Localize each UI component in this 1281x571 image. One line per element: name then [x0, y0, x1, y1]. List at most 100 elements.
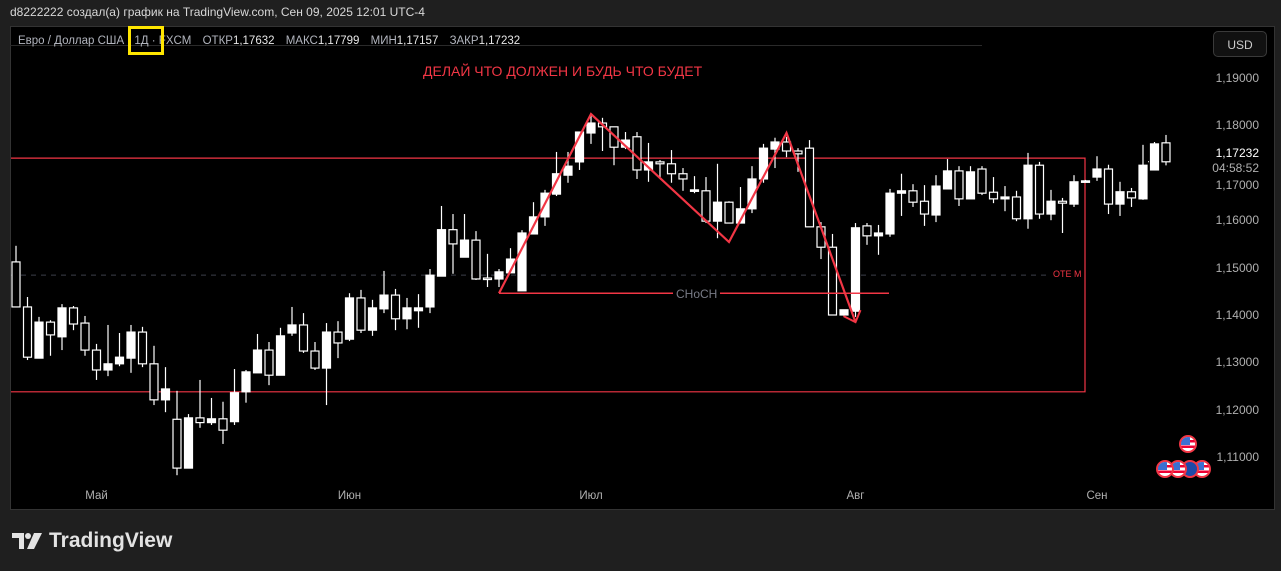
candle [80, 315, 90, 356]
current-price-label: 1,17232 [1215, 146, 1259, 160]
candle-body [310, 350, 320, 369]
candle-body [183, 417, 194, 469]
candle [747, 166, 757, 214]
candle-body [321, 331, 332, 369]
candle [1092, 156, 1102, 181]
candle [586, 114, 596, 144]
candle [310, 342, 320, 370]
close-label: ЗАКР [449, 35, 479, 47]
candle-body [356, 297, 366, 331]
candle [1138, 144, 1148, 200]
candle [873, 224, 884, 255]
candle [862, 223, 872, 245]
close-value: 1,17232 [478, 35, 521, 47]
candle [172, 390, 182, 476]
tradingview-logo-icon [12, 533, 42, 549]
candle-body [195, 417, 205, 424]
candle [137, 326, 148, 368]
candle-body [390, 294, 401, 320]
candle-body [264, 349, 274, 376]
candle-body [517, 232, 527, 292]
us-flag-icon[interactable] [1179, 435, 1197, 453]
time-tick-label: Авг [846, 490, 865, 502]
price-tick-label: 1,19000 [1215, 71, 1259, 85]
candle-body [160, 388, 171, 401]
candle-body [574, 131, 585, 163]
candle [1000, 186, 1010, 212]
candle-body [873, 232, 884, 237]
candle-body [298, 324, 309, 352]
candle [689, 176, 700, 194]
candle [678, 168, 688, 191]
ote-label: OTE M [1053, 269, 1082, 279]
candle-body [977, 168, 987, 194]
candle-body [1034, 164, 1045, 215]
time-tick-label: Июл [579, 490, 603, 502]
candle-body [91, 349, 102, 371]
candle-body [1011, 196, 1022, 220]
price-tick-label: 1,12000 [1215, 402, 1259, 417]
tradingview-logo[interactable]: TradingView [12, 529, 172, 553]
open-label: ОТКР [202, 35, 233, 47]
logo-text: TradingView [49, 529, 173, 552]
candle [804, 140, 815, 228]
candle-body [459, 239, 470, 258]
candle [666, 150, 677, 183]
price-tick-label: 1,18000 [1215, 118, 1259, 133]
candle-body [747, 178, 757, 210]
candle [1034, 161, 1045, 219]
chart-caption: d8222222 создал(а) график на TradingView… [10, 5, 425, 19]
chart-annotation-text: ДЕЛАЙ ЧТО ДОЛЖЕН И БУДЬ ЧТО БУДЕТ [423, 63, 703, 79]
candle [850, 223, 861, 317]
candle-body [172, 418, 182, 469]
candle-body [1023, 164, 1033, 220]
candle [126, 324, 136, 373]
candle-body [413, 307, 424, 312]
candle [1057, 197, 1068, 233]
candle [252, 333, 263, 374]
candle [241, 369, 251, 403]
candle [712, 163, 723, 239]
candle-body [11, 261, 21, 308]
candle-body [793, 150, 803, 155]
price-tick-label: 1,17000 [1215, 178, 1259, 192]
candle [655, 160, 665, 178]
candle [321, 323, 332, 406]
time-tick-label: Сен [1086, 490, 1108, 502]
candle-body [1069, 181, 1079, 205]
candle-body [287, 324, 297, 334]
candle [103, 324, 113, 377]
candle [977, 166, 987, 196]
us-flag-icon[interactable] [1156, 460, 1174, 478]
candle [1011, 190, 1022, 222]
candle-body [942, 170, 953, 190]
candle [413, 294, 424, 328]
candle-body [436, 229, 447, 277]
candle [1149, 141, 1160, 171]
candle-body [333, 331, 343, 344]
currency-button[interactable]: USD [1213, 31, 1267, 57]
candle [34, 316, 44, 359]
price-tick-label: 1,16000 [1215, 213, 1259, 228]
candle-body [344, 297, 355, 340]
candle [160, 367, 171, 413]
symbol-legend: Евро / Доллар США · 1Д · FXCM ОТКР1,1763… [18, 35, 521, 47]
zigzag-line [498, 112, 857, 323]
candle [218, 401, 228, 444]
candle [471, 231, 481, 280]
time-tick-label: Июн [337, 490, 362, 502]
candle-body [1057, 200, 1068, 204]
candle-body [402, 307, 412, 320]
candle [1069, 175, 1079, 207]
interval[interactable]: 1Д [134, 35, 149, 47]
candle-body [252, 349, 263, 374]
candle-body [1126, 191, 1137, 199]
candle [931, 175, 941, 223]
candle [114, 333, 125, 367]
candle [965, 166, 976, 200]
price-tick-label: 1,14000 [1215, 308, 1259, 322]
symbol-name[interactable]: Евро / Доллар США [18, 35, 125, 47]
candle-body [655, 161, 665, 165]
candle-body [563, 165, 573, 176]
candle-body [68, 307, 79, 325]
